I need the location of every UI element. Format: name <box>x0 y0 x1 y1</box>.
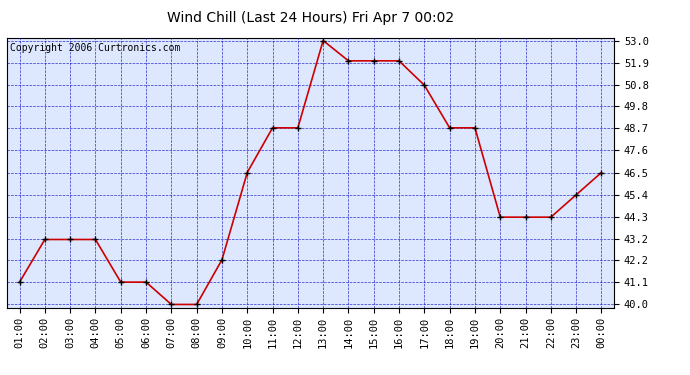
Text: Copyright 2006 Curtronics.com: Copyright 2006 Curtronics.com <box>10 43 180 53</box>
Text: Wind Chill (Last 24 Hours) Fri Apr 7 00:02: Wind Chill (Last 24 Hours) Fri Apr 7 00:… <box>167 11 454 25</box>
